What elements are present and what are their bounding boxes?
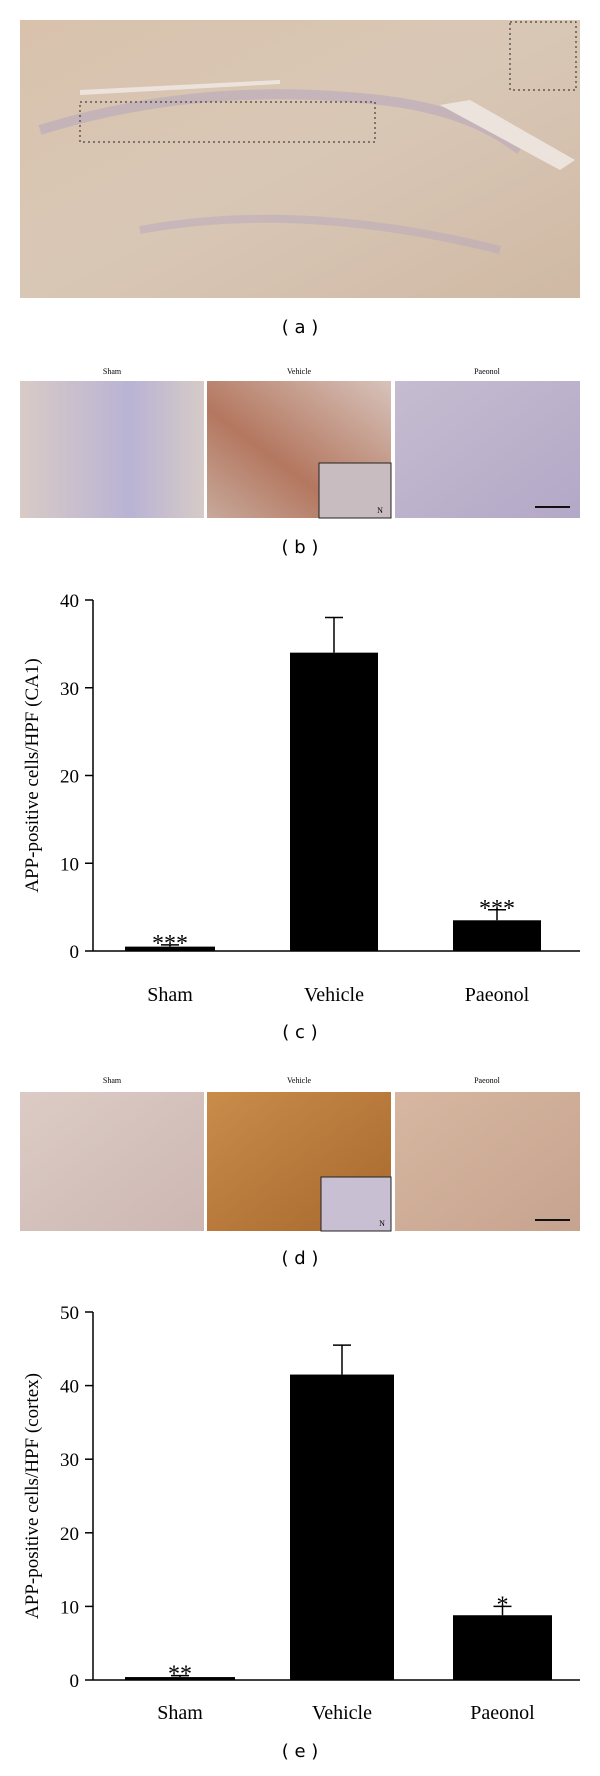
panel-label: ( d ) [282, 1248, 319, 1269]
panel-label: ( b ) [282, 537, 319, 558]
bar [125, 1677, 235, 1680]
micrograph-title: Paeonol [474, 367, 501, 376]
bar [290, 1374, 394, 1680]
x-tick-label: Paeonol [465, 984, 530, 1006]
error-bar [493, 1605, 512, 1616]
x-tick-label: Vehicle [304, 984, 364, 1006]
bar [453, 1615, 552, 1680]
y-tick-label: 20 [60, 1524, 79, 1545]
y-tick-label: 20 [60, 767, 79, 788]
x-tick-label: Paeonol [470, 1702, 535, 1724]
significance: *** [479, 896, 515, 922]
micrograph-row [20, 381, 580, 519]
error-bar [161, 944, 179, 947]
micrograph-title: Sham [103, 367, 122, 376]
y-axis-label: APP-positive cells/HPF (cortex) [22, 1373, 43, 1619]
y-tick-label: 50 [60, 1303, 79, 1324]
x-tick-label: Vehicle [312, 1702, 372, 1724]
micrograph-title: Vehicle [287, 367, 311, 376]
bar [125, 946, 215, 951]
panel-label: ( c ) [282, 1022, 317, 1043]
x-tick-label: Sham [147, 984, 193, 1006]
error-bar [488, 909, 506, 921]
y-tick-label: 30 [60, 679, 79, 700]
significance: * [497, 1592, 509, 1618]
micrograph-title: Paeonol [474, 1076, 501, 1085]
y-axis-label: APP-positive cells/HPF (CA1) [22, 658, 43, 892]
panel-label: ( e ) [282, 1741, 319, 1762]
bar [453, 920, 541, 951]
significance: *** [152, 931, 188, 957]
inset-label: N [379, 1219, 385, 1228]
micrograph-a [20, 20, 580, 298]
bar [290, 652, 378, 951]
micrograph-row [20, 1092, 580, 1232]
y-tick-label: 0 [70, 1671, 80, 1692]
y-tick-label: 40 [60, 591, 79, 612]
y-tick-label: 10 [60, 854, 79, 875]
micrograph-title: Vehicle [287, 1076, 311, 1085]
error-bar [325, 616, 343, 653]
significance: ** [168, 1662, 192, 1688]
y-tick-label: 30 [60, 1450, 79, 1471]
y-tick-label: 40 [60, 1377, 79, 1398]
x-tick-label: Sham [157, 1702, 203, 1724]
inset-label: N [377, 506, 383, 515]
y-tick-label: 0 [70, 942, 80, 963]
micrograph-title: Sham [103, 1076, 122, 1085]
error-bar [333, 1344, 351, 1375]
y-tick-label: 10 [60, 1597, 79, 1618]
error-bar [171, 1674, 189, 1678]
panel-label: ( a ) [282, 317, 319, 338]
